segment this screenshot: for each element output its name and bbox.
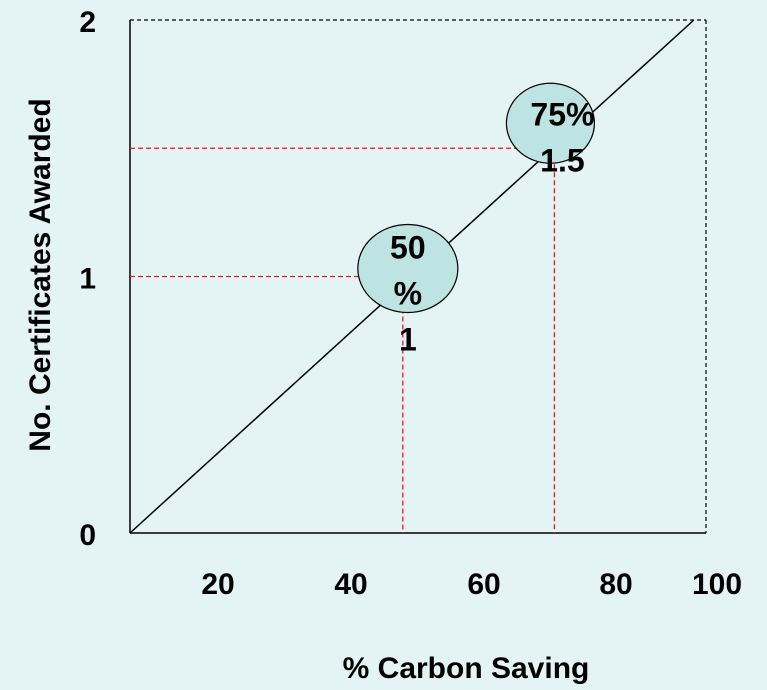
y-axis-title: No. Certificates Awarded: [24, 98, 57, 451]
y-tick-label: 1: [79, 263, 96, 296]
bubble-label-1-1: 1.5: [540, 142, 584, 178]
y-tick-label: 2: [79, 6, 96, 39]
x-tick-label: 80: [599, 568, 632, 601]
bubble-label-0-2: 1: [399, 322, 417, 358]
x-tick-label: 100: [692, 568, 742, 601]
x-axis-title: % Carbon Saving: [343, 652, 590, 685]
bubble-label-0-1: %: [394, 276, 422, 312]
bubble-label-0-0: 50: [390, 230, 426, 266]
bubble-label-1-0: 75%: [530, 96, 594, 132]
bubble-0: [357, 223, 459, 314]
bubble-1: [505, 82, 596, 164]
y-tick-label: 0: [79, 519, 96, 552]
x-tick-label: 60: [467, 568, 500, 601]
x-tick-label: 20: [201, 568, 234, 601]
x-tick-label: 40: [334, 568, 367, 601]
